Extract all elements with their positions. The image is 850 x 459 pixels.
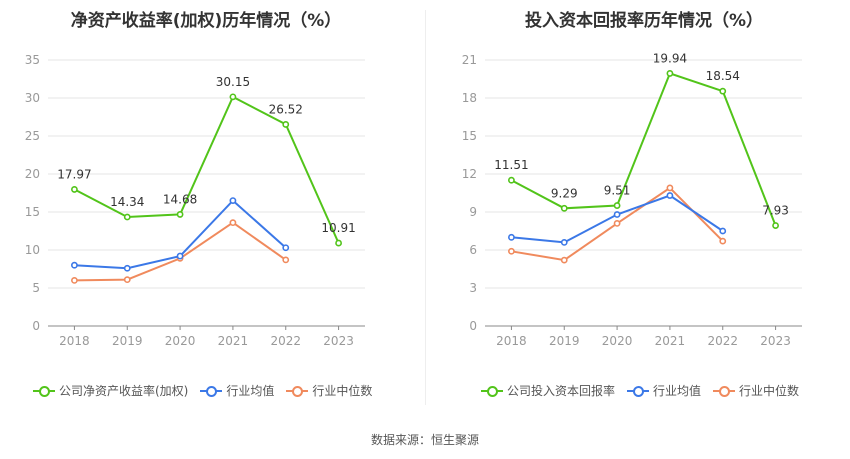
legend-marker-company	[481, 385, 503, 397]
data-point-company	[666, 70, 674, 77]
legend-item-industry-avg[interactable]: 行业均值	[200, 382, 274, 399]
data-label: 19.94	[653, 51, 687, 65]
legend-marker-avg	[627, 385, 650, 397]
data-point-industry_median	[123, 276, 131, 284]
data-point-industry_avg	[71, 261, 78, 269]
data-point-industry_avg	[719, 227, 727, 235]
data-label: 9.51	[604, 184, 631, 198]
data-label: 17.97	[57, 167, 91, 181]
data-point-company	[613, 202, 621, 209]
data-point-industry_avg	[229, 197, 237, 204]
data-source-note: 数据来源：恒生聚源	[370, 433, 479, 447]
x-tick-label: 2023	[323, 334, 354, 348]
y-tick-label: 6	[469, 243, 477, 257]
data-point-industry_median	[229, 219, 237, 227]
data-point-company	[719, 87, 727, 95]
legend-marker-avg	[200, 385, 223, 397]
data-point-industry_median	[508, 247, 515, 255]
data-point-industry_avg	[613, 211, 621, 218]
data-point-company	[71, 186, 78, 193]
data-point-industry_median	[613, 219, 621, 227]
x-tick-label: 2020	[165, 334, 196, 348]
chart-title-roe: 净资产收益率(加权)历年情况（%）	[70, 11, 342, 31]
y-tick-label: 0	[469, 319, 477, 333]
legend-label: 公司投入资本回报率	[507, 384, 616, 398]
data-point-company	[123, 213, 131, 221]
series-line-company	[510, 72, 777, 226]
data-point-industry_median	[560, 256, 568, 264]
data-point-company	[335, 239, 342, 247]
y-tick-label: 3	[469, 281, 477, 295]
legend-label: 行业中位数	[739, 384, 800, 398]
legend-label: 行业均值	[653, 384, 702, 398]
x-tick-label: 2018	[496, 334, 527, 348]
data-label: 18.54	[706, 69, 740, 83]
data-point-company	[560, 204, 568, 212]
legend-marker-median	[713, 385, 736, 397]
data-point-company	[282, 121, 290, 128]
x-tick-label: 2019	[112, 334, 143, 348]
y-tick-label: 30	[25, 91, 40, 105]
y-tick-label: 25	[25, 129, 40, 143]
data-label: 26.52	[269, 102, 303, 116]
y-tick-label: 12	[462, 167, 477, 181]
data-point-industry_avg	[560, 238, 568, 246]
series-line-company	[73, 95, 340, 244]
x-tick-label: 2019	[549, 334, 580, 348]
x-tick-label: 2022	[270, 334, 301, 348]
data-point-industry_avg	[666, 192, 674, 199]
data-label: 9.29	[551, 186, 578, 200]
legend-label: 行业中位数	[312, 384, 373, 398]
y-tick-label: 9	[469, 205, 477, 219]
data-point-industry_avg	[282, 244, 290, 252]
y-tick-label: 20	[25, 167, 40, 181]
series-line-industry_median	[74, 221, 287, 282]
y-tick-label: 5	[32, 281, 40, 295]
x-tick-label: 2021	[218, 334, 249, 348]
data-point-company	[772, 222, 779, 229]
data-label: 14.34	[110, 195, 144, 209]
legend-roic: 公司投入资本回报率 行业均值 行业中位数	[481, 382, 811, 399]
legend-item-company-roe[interactable]: 公司净资产收益率(加权)	[33, 382, 188, 399]
y-tick-label: 21	[462, 53, 477, 67]
data-point-industry_avg	[123, 264, 131, 272]
x-tick-label: 2018	[59, 334, 90, 348]
data-point-company	[508, 176, 515, 184]
legend-marker-median	[286, 385, 309, 397]
y-tick-label: 35	[25, 53, 40, 67]
y-tick-label: 0	[32, 319, 40, 333]
legend-item-industry-median[interactable]: 行业中位数	[286, 382, 372, 399]
data-label: 11.51	[494, 158, 528, 172]
legend-label: 行业均值	[226, 384, 275, 398]
y-tick-label: 18	[462, 91, 477, 105]
data-label: 10.91	[321, 221, 355, 235]
data-point-company	[229, 93, 237, 101]
data-point-industry_median	[71, 276, 78, 284]
legend-marker-company	[33, 385, 55, 397]
y-tick-label: 15	[25, 205, 40, 219]
data-point-company	[176, 211, 184, 218]
x-tick-label: 2020	[602, 334, 633, 348]
data-label: 14.68	[163, 192, 197, 206]
legend-roe: 公司净资产收益率(加权) 行业均值 行业中位数	[33, 382, 384, 399]
data-label: 30.15	[216, 75, 250, 89]
data-point-industry_median	[719, 237, 727, 245]
legend-label: 公司净资产收益率(加权)	[59, 384, 189, 398]
data-point-industry_median	[282, 256, 290, 264]
data-point-industry_avg	[508, 233, 515, 241]
y-tick-label: 15	[462, 129, 477, 143]
legend-item-industry-median[interactable]: 行业中位数	[713, 382, 799, 399]
legend-item-company-roic[interactable]: 公司投入资本回报率	[481, 382, 615, 399]
panel-divider	[425, 10, 426, 405]
y-tick-label: 10	[25, 243, 40, 257]
x-tick-label: 2023	[760, 334, 791, 348]
data-point-industry_avg	[176, 252, 184, 260]
chart-title-roic: 投入资本回报率历年情况（%）	[524, 11, 764, 31]
x-tick-label: 2021	[655, 334, 686, 348]
x-tick-label: 2022	[707, 334, 738, 348]
legend-item-industry-avg[interactable]: 行业均值	[627, 382, 701, 399]
data-label: 7.93	[762, 204, 789, 218]
data-point-industry_median	[666, 184, 674, 192]
